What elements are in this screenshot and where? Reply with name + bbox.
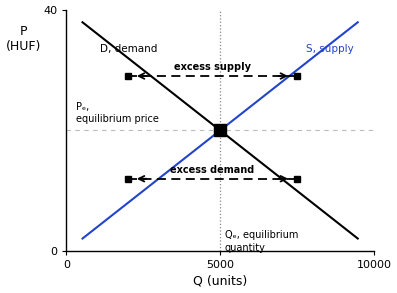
Text: Pₑ,
equilibrium price: Pₑ, equilibrium price [75, 102, 158, 124]
Y-axis label: P
(HUF): P (HUF) [6, 25, 41, 52]
Text: D, demand: D, demand [100, 44, 158, 54]
Text: excess supply: excess supply [174, 62, 251, 72]
Text: S, supply: S, supply [306, 44, 354, 54]
X-axis label: Q (units): Q (units) [193, 275, 247, 287]
Text: Qₑ, equilibrium
quantity: Qₑ, equilibrium quantity [225, 230, 298, 253]
Text: excess demand: excess demand [170, 165, 254, 175]
